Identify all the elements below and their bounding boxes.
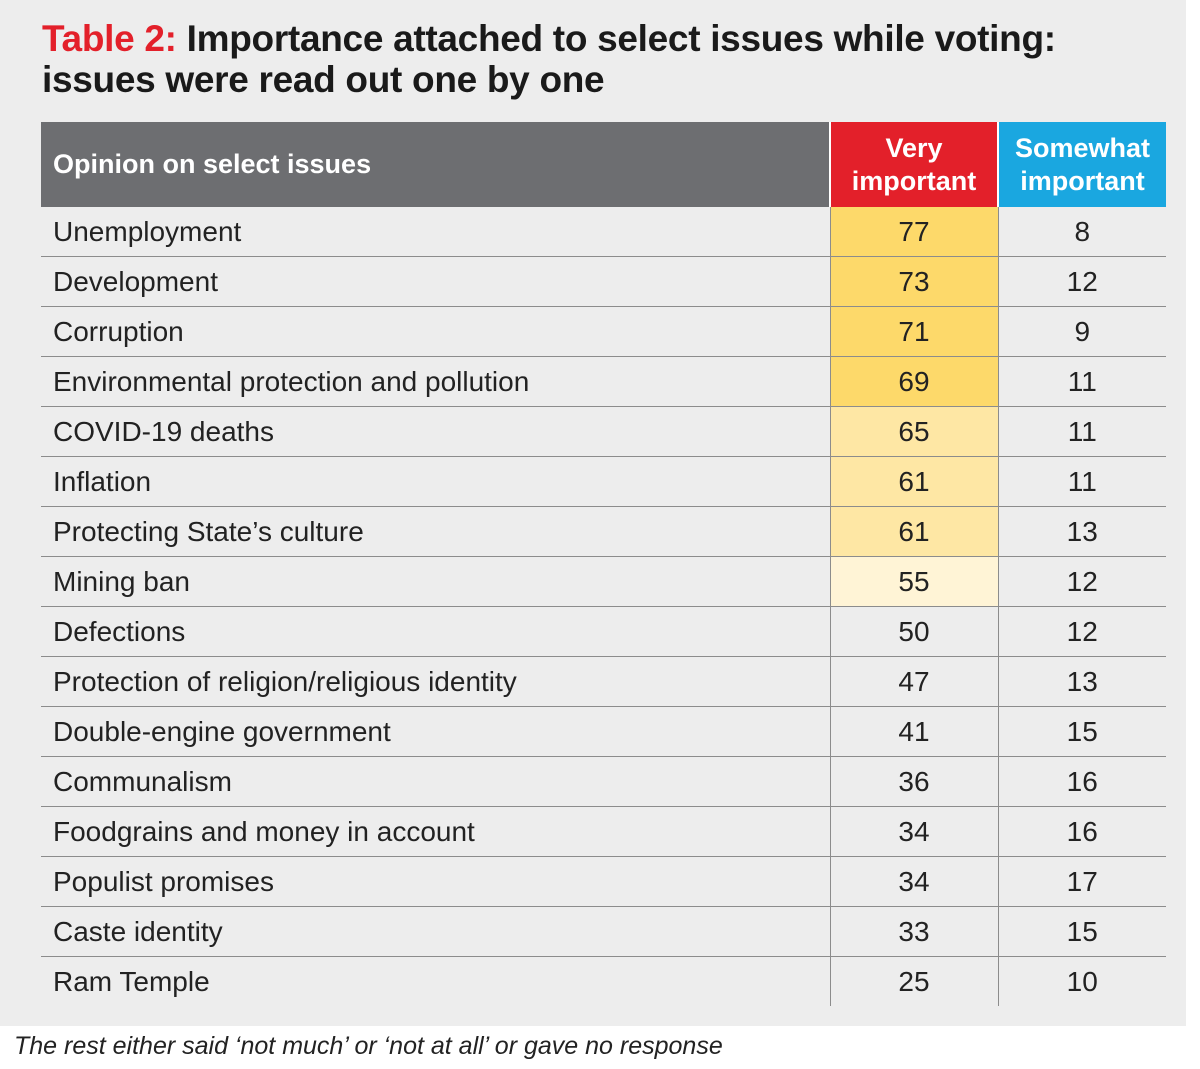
header-very-line1: Very — [885, 132, 943, 163]
table-body: Unemployment 77 8 Development 73 12 Corruption… — [41, 207, 1166, 1006]
header-very-line2: important — [851, 165, 977, 196]
table-row: Ram Temple 25 10 — [41, 956, 1166, 1006]
somewhat-important-value: 15 — [998, 906, 1166, 957]
somewhat-important-value: 13 — [998, 506, 1166, 557]
somewhat-important-value: 11 — [998, 456, 1166, 507]
issue-label: COVID-19 deaths — [41, 406, 831, 457]
somewhat-important-value: 12 — [998, 606, 1166, 657]
issue-label: Development — [41, 256, 831, 307]
somewhat-important-value: 8 — [998, 207, 1166, 257]
header-very-important: Very important — [830, 122, 999, 207]
somewhat-important-value: 15 — [998, 706, 1166, 757]
table-row: Caste identity 33 15 — [41, 906, 1166, 957]
title-line-1: Importance attached to select issues whi… — [186, 18, 1056, 59]
somewhat-important-value: 9 — [998, 306, 1166, 357]
table-row: Mining ban 55 12 — [41, 556, 1166, 607]
issue-label: Protecting State’s culture — [41, 506, 831, 557]
issue-label: Inflation — [41, 456, 831, 507]
very-important-value: 34 — [830, 856, 999, 907]
very-important-value: 61 — [830, 506, 999, 557]
very-important-value: 25 — [830, 956, 999, 1006]
header-somewhat-line2: important — [1020, 165, 1145, 196]
very-important-value: 50 — [830, 606, 999, 657]
issue-label: Foodgrains and money in account — [41, 806, 831, 857]
somewhat-important-value: 11 — [998, 406, 1166, 457]
issue-label: Defections — [41, 606, 831, 657]
very-important-value: 33 — [830, 906, 999, 957]
very-important-value: 34 — [830, 806, 999, 857]
table-row: Communalism 36 16 — [41, 756, 1166, 807]
very-important-value: 41 — [830, 706, 999, 757]
header-somewhat-important: Somewhat important — [998, 122, 1166, 207]
table-row: Protection of religion/religious identit… — [41, 656, 1166, 707]
table-row: COVID-19 deaths 65 11 — [41, 406, 1166, 457]
table-row: Defections 50 12 — [41, 606, 1166, 657]
issue-label: Environmental protection and pollution — [41, 356, 831, 407]
somewhat-important-value: 12 — [998, 256, 1166, 307]
issue-label: Ram Temple — [41, 956, 831, 1006]
header-somewhat-line1: Somewhat — [1014, 132, 1151, 163]
somewhat-important-value: 12 — [998, 556, 1166, 607]
table-row: Corruption 71 9 — [41, 306, 1166, 357]
table-row: Inflation 61 11 — [41, 456, 1166, 507]
somewhat-important-value: 16 — [998, 756, 1166, 807]
very-important-value: 47 — [830, 656, 999, 707]
very-important-value: 71 — [830, 306, 999, 357]
table-row: Development 73 12 — [41, 256, 1166, 307]
somewhat-important-value: 11 — [998, 356, 1166, 407]
footnote: The rest either said ‘not much’ or ‘not … — [14, 1032, 723, 1060]
issue-label: Corruption — [41, 306, 831, 357]
somewhat-important-value: 13 — [998, 656, 1166, 707]
table-title: Table 2: Importance attached to select i… — [42, 18, 1056, 100]
very-important-value: 55 — [830, 556, 999, 607]
table-number: Table 2: — [42, 18, 177, 59]
very-important-value: 65 — [830, 406, 999, 457]
table-row: Populist promises 34 17 — [41, 856, 1166, 907]
very-important-value: 73 — [830, 256, 999, 307]
table-row: Foodgrains and money in account 34 16 — [41, 806, 1166, 857]
table-row: Environmental protection and pollution 69… — [41, 356, 1166, 407]
issue-label: Caste identity — [41, 906, 831, 957]
issue-label: Mining ban — [41, 556, 831, 607]
somewhat-important-value: 17 — [998, 856, 1166, 907]
issue-label: Protection of religion/religious identit… — [41, 656, 831, 707]
title-line-2: issues were read out one by one — [42, 59, 605, 100]
table-row: Double-engine government 41 15 — [41, 706, 1166, 757]
table-row: Protecting State’s culture 61 13 — [41, 506, 1166, 557]
table-row: Unemployment 77 8 — [41, 207, 1166, 257]
issue-label: Populist promises — [41, 856, 831, 907]
very-important-value: 36 — [830, 756, 999, 807]
very-important-value: 69 — [830, 356, 999, 407]
table-panel: Table 2: Importance attached to select i… — [0, 0, 1186, 1026]
somewhat-important-value: 10 — [1066, 965, 1098, 997]
very-important-value: 77 — [830, 207, 999, 257]
very-important-value: 61 — [830, 456, 999, 507]
header-issue: Opinion on select issues — [41, 122, 831, 207]
issue-label: Unemployment — [41, 207, 831, 257]
issue-label: Double-engine government — [41, 706, 831, 757]
issue-label: Communalism — [41, 756, 831, 807]
somewhat-important-value: 16 — [998, 806, 1166, 857]
issues-table: Opinion on select issues Very important … — [41, 122, 1166, 1006]
table-header: Opinion on select issues Very important … — [41, 122, 1166, 207]
